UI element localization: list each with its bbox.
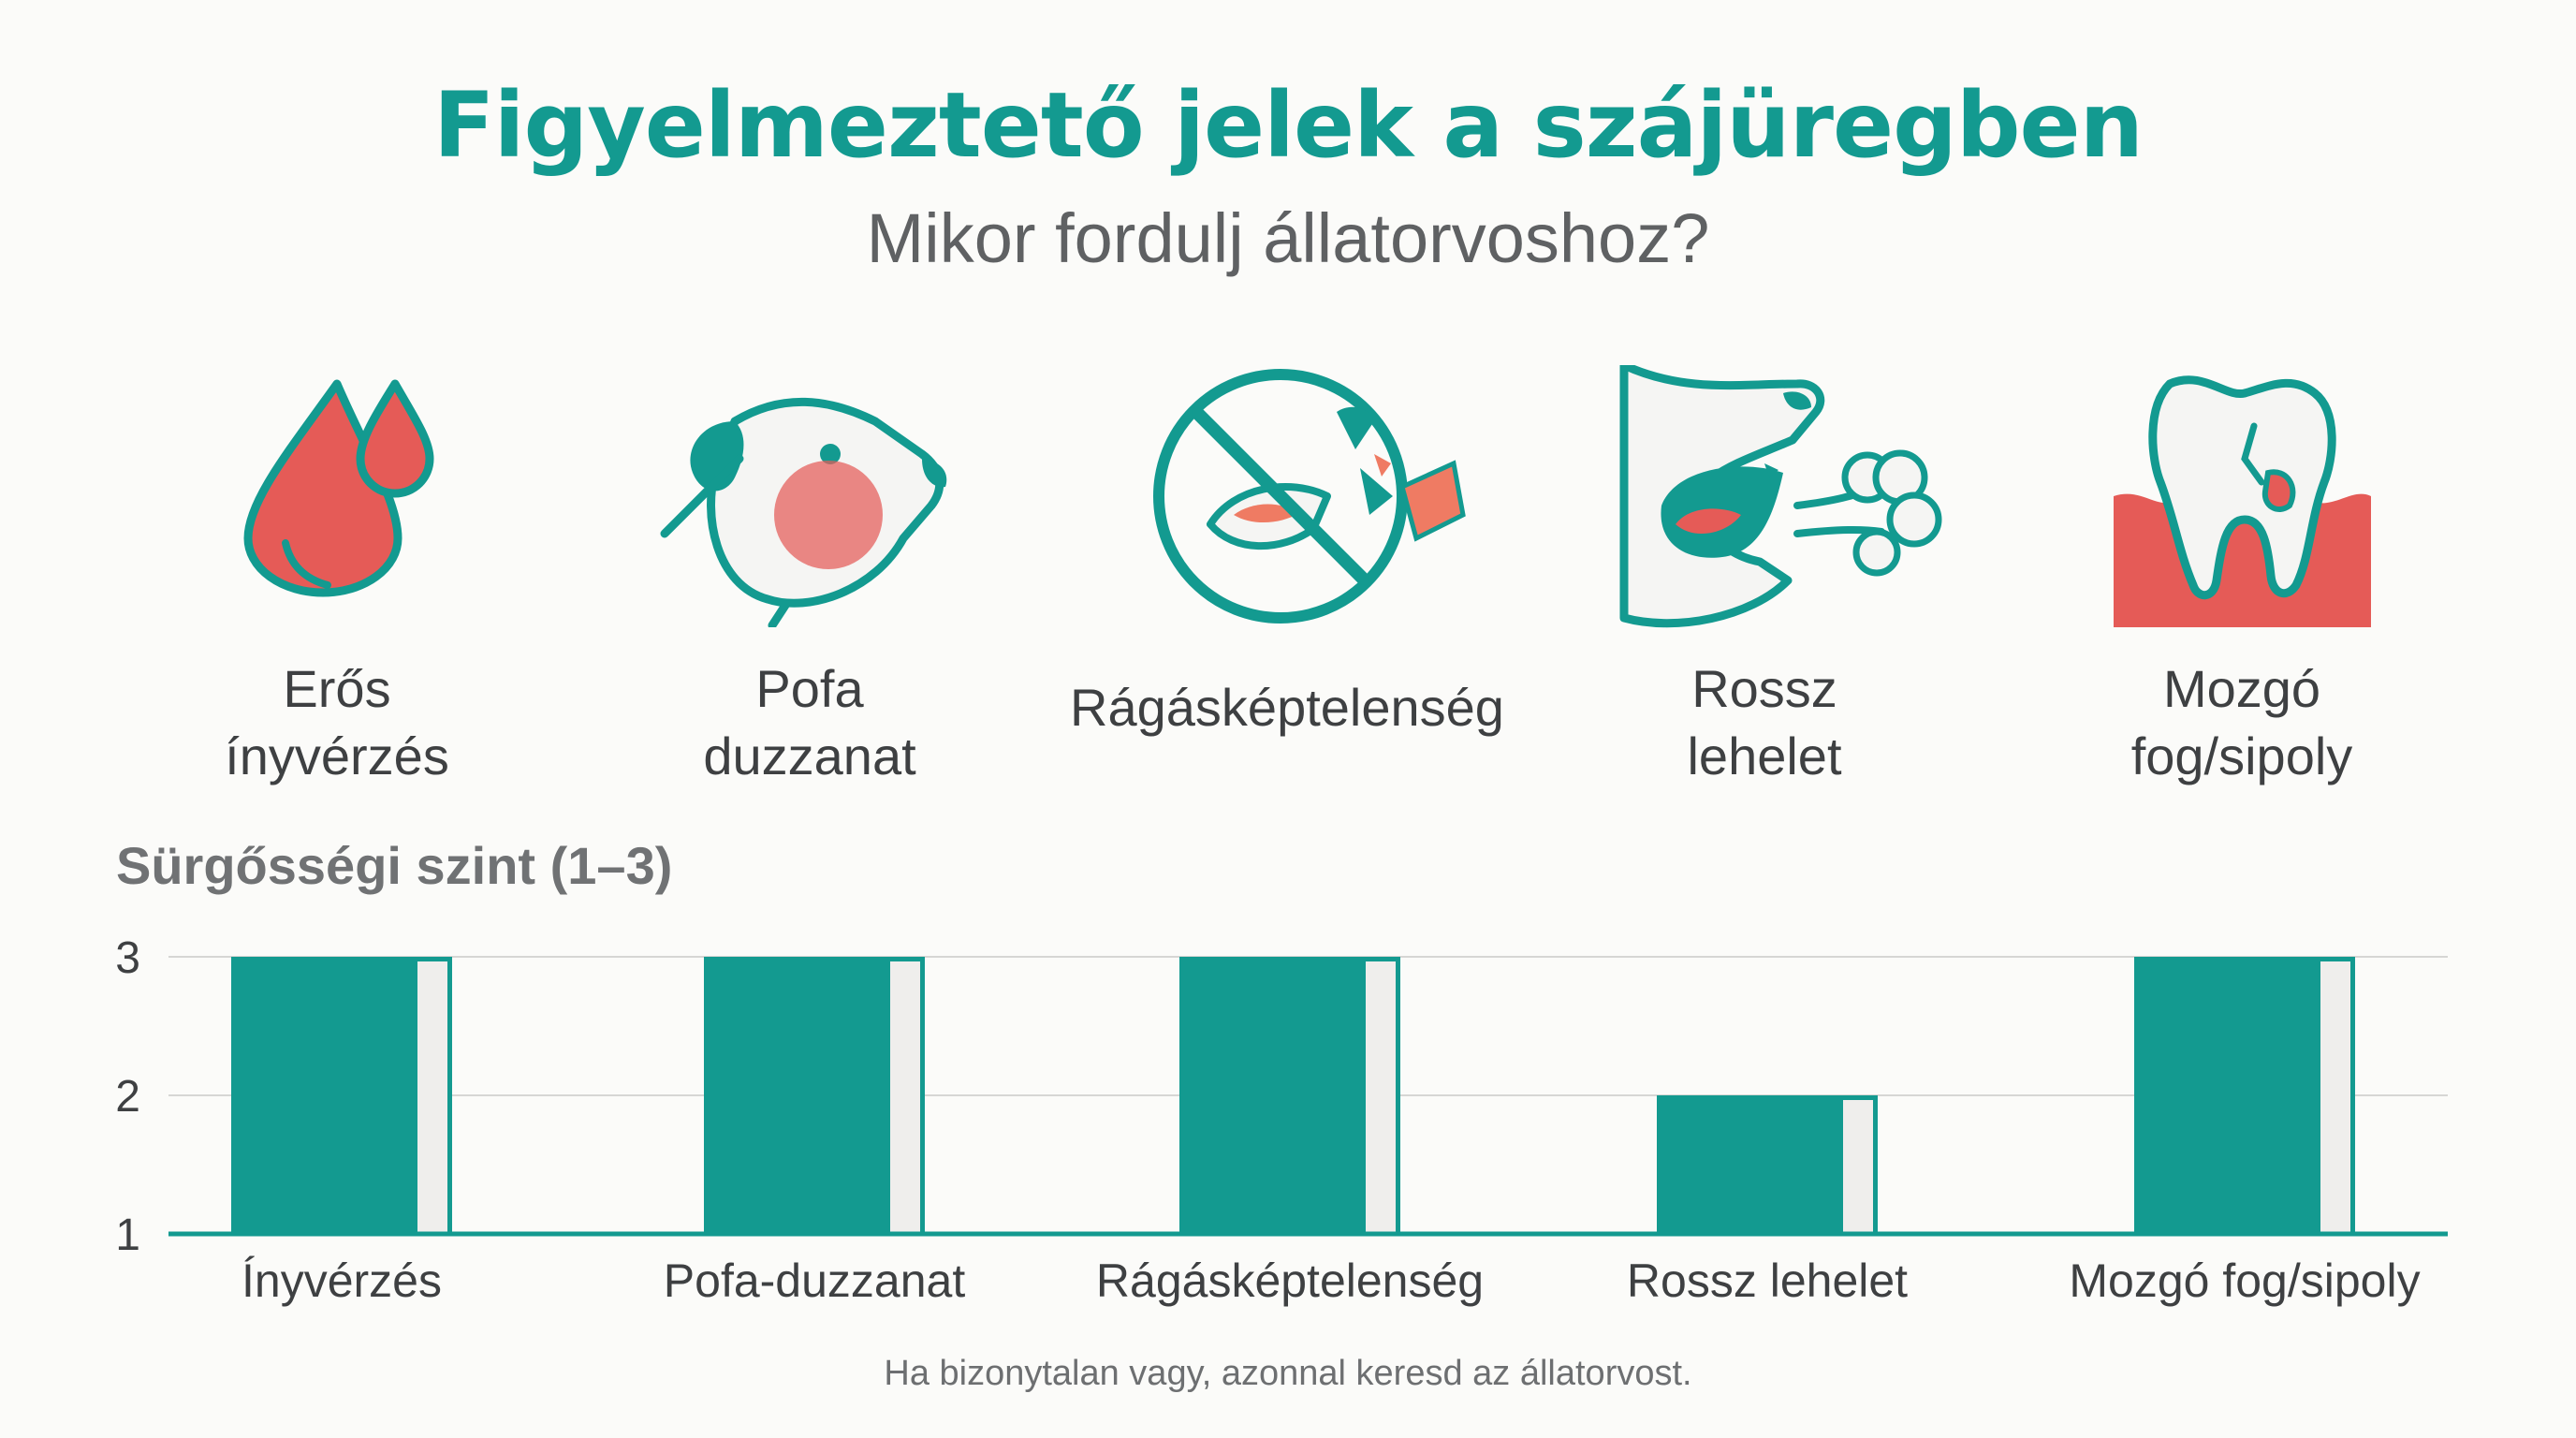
bar (2134, 957, 2355, 1234)
bar-highlight (1843, 1100, 1873, 1234)
footnote: Ha bizonytalan vagy, azonnal keresd az á… (884, 1354, 1692, 1393)
bar-highlight (417, 961, 447, 1234)
urgency-bar-chart: 1 2 3 Ínyvérzés Pofa-duzzanat Rágásképtelensé… (115, 933, 2448, 1307)
chart-title: Sürgősségi szint (1–3) (116, 836, 673, 895)
sign-label-face-swelling: Pofa duzzanat (703, 659, 916, 785)
bar (1657, 1095, 1878, 1234)
bar-highlight (890, 961, 920, 1234)
loose-tooth-icon (2114, 375, 2371, 627)
y-tick-label: 3 (115, 933, 140, 983)
bar-highlight (1366, 961, 1396, 1234)
bar (231, 957, 452, 1234)
x-tick-label: Pofa-duzzanat (664, 1255, 966, 1307)
page-title: Figyelmeztető jelek a szájüregben (433, 73, 2144, 178)
bad-breath-icon (1619, 365, 1942, 628)
bar-highlight (2320, 961, 2350, 1234)
y-tick-label: 2 (115, 1072, 140, 1122)
x-tick-label: Ínyvérzés (242, 1255, 442, 1307)
y-tick-label: 1 (115, 1211, 140, 1260)
x-tick-label: Mozgó fog/sipoly (2069, 1255, 2420, 1307)
bar (704, 957, 925, 1234)
x-tick-label: Rágásképtelenség (1096, 1255, 1484, 1307)
page-subtitle: Mikor fordulj állatorvoshoz? (866, 199, 1710, 277)
swollen-dog-face-icon (660, 397, 947, 627)
sign-label-gum-bleeding: Erős ínyvérzés (225, 659, 449, 785)
no-chewing-icon (1153, 369, 1466, 624)
bar (1179, 957, 1400, 1234)
sign-label-bad-breath: Rossz lehelet (1687, 659, 1842, 785)
sign-label-chewing-inability: Rágásképtelenség (1070, 678, 1504, 737)
x-tick-label: Rossz lehelet (1627, 1255, 1908, 1307)
sign-label-loose-tooth: Mozgó fog/sipoly (2130, 659, 2353, 785)
blood-drops-icon (243, 379, 434, 597)
